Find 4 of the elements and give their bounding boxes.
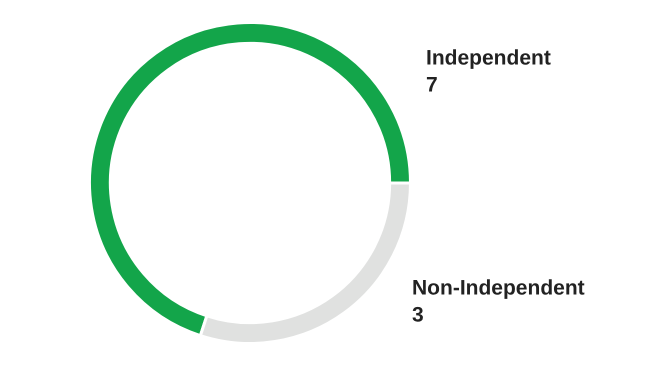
data-label: 3 [412,303,424,326]
data-label: 7 [426,73,438,96]
slice-label: Non-Independent [412,276,585,300]
slice-label: Independent [426,46,551,70]
